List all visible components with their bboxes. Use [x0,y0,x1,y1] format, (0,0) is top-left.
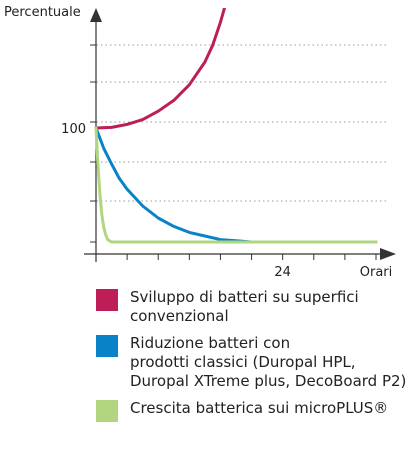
legend-item-2: Crescita batterica sui microPLUS® [96,399,416,422]
legend-label-1: Riduzione batteri con prodotti classici … [130,334,407,390]
y-axis-label: Percentuale [4,5,81,20]
legend-item-0: Sviluppo di batteri su superfici convenz… [96,288,416,326]
legend-swatch-1 [96,335,118,357]
line-chart: Percentuale 100 24 Orari [4,5,396,280]
legend-swatch-2 [96,400,118,422]
series-line-1 [94,126,378,244]
legend-label-2: Crescita batterica sui microPLUS® [130,399,389,417]
x-tick-label-0: 24 [274,265,291,280]
series-line-0 [94,8,227,130]
series-line-2 [94,126,378,244]
x-axis-arrow [380,248,396,260]
legend-item-1: Riduzione batteri con prodotti classici … [96,334,416,391]
legend-label-0: Sviluppo di batteri su superfici convenz… [130,288,359,325]
y-axis-arrow [90,8,102,22]
legend-swatch-0 [96,289,118,311]
x-tick-label-1: Orari [360,265,393,280]
y-tick-label-0: 100 [61,122,86,137]
chart-legend: Sviluppo di batteri su superfici convenz… [96,288,416,430]
